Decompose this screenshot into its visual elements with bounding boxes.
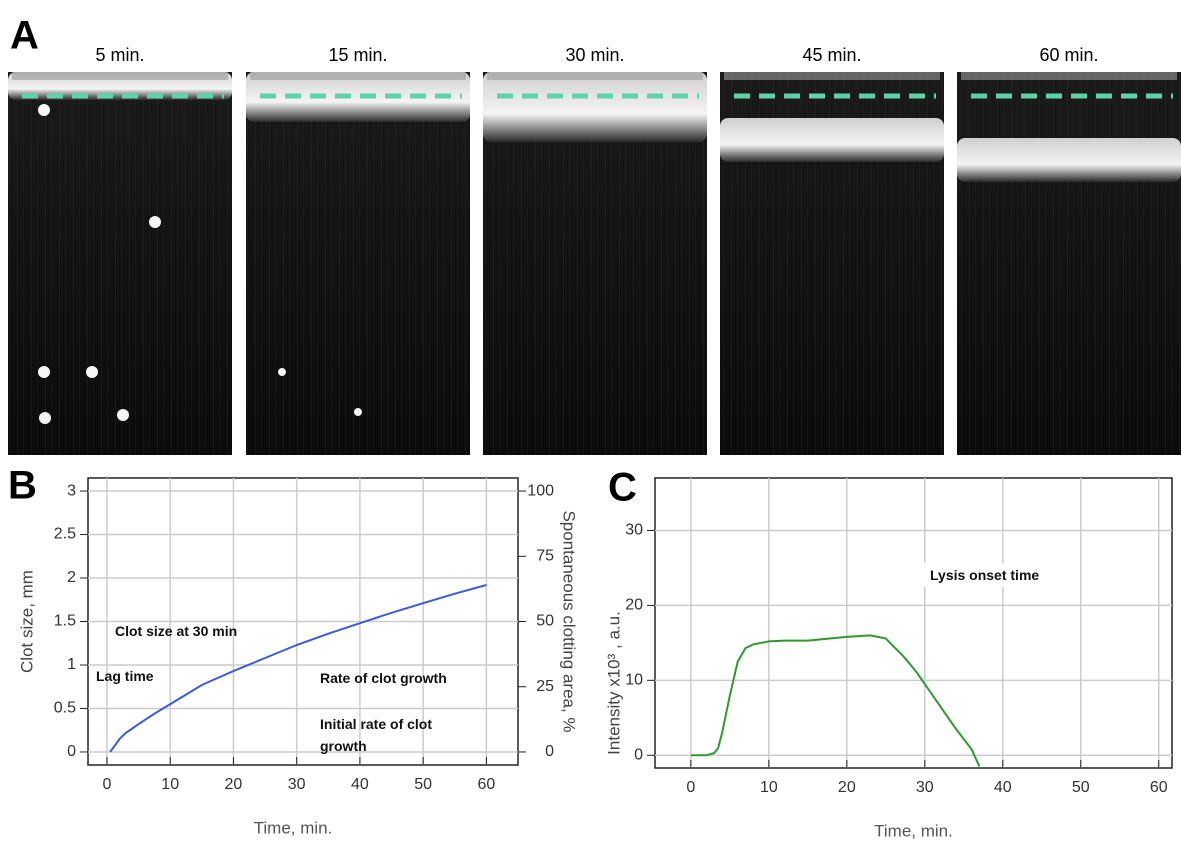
y-axis-title: Clot size, mm [17,570,36,673]
panel-label: B [8,464,37,508]
y2-tick-label: 0 [545,743,554,760]
frames: 5 min. 15 min. 30 min. 45 min. 60 min. [8,45,1181,455]
x-tick-label: 40 [994,779,1012,796]
frame-label: 60 min. [1039,45,1098,65]
y2-axis-title: Spontaneous clotting area, % [560,510,579,732]
y-tick-label: 0 [67,743,76,760]
bead [38,366,50,378]
x-tick-label: 30 [916,779,934,796]
y-axis-title: Intensity x10³ , a.u. [604,611,623,755]
frame-streaks [246,72,470,455]
bead [86,366,98,378]
y-tick-label: 1.5 [54,613,76,630]
frame-label: 15 min. [328,45,387,65]
y-tick-label: 0.5 [54,700,76,717]
data-line [690,634,981,767]
x-tick-label: 30 [288,776,306,793]
bead [38,104,50,116]
bead [354,408,362,416]
x-tick-label: 10 [161,776,179,793]
plot-area [654,477,1173,769]
annotation: Lysis onset time [924,563,1046,587]
bead [117,409,129,421]
x-tick-label: 10 [760,779,778,796]
clot-band [720,118,944,162]
x-tick-label: 60 [477,776,495,793]
x-axis-title: Time, min. [874,821,953,840]
frame-label: 30 min. [565,45,624,65]
chamber-rim [487,72,703,80]
clot-band [483,72,707,142]
chamber-rim [250,72,466,80]
x-tick-label: 50 [414,776,432,793]
frame-label: 5 min. [95,45,144,65]
panel-label: A [10,14,39,58]
x-tick-label: 60 [1150,779,1168,796]
y-tick-label: 10 [625,672,643,689]
frame-label: 45 min. [802,45,861,65]
frame-streaks [8,72,232,455]
x-tick-label: 20 [838,779,856,796]
bead [278,368,286,376]
bead [149,216,161,228]
chamber-rim [961,72,1177,80]
annotation: Initial rate of clot growth [320,716,433,754]
y-tick-label: 0 [634,746,643,763]
y-tick-label: 1 [67,656,76,673]
y2-tick-label: 25 [536,678,554,695]
y-tick-label: 2.5 [54,526,76,543]
x-tick-label: 0 [103,776,112,793]
y-tick-label: 2 [67,569,76,586]
x-axis-title: Time, min. [254,818,333,837]
clot-band [246,72,470,122]
x-tick-label: 50 [1072,779,1090,796]
y2-tick-label: 100 [527,482,554,499]
frame-streaks [957,72,1181,455]
annotation: Rate of clot growth [320,670,447,686]
x-tick-label: 40 [351,776,369,793]
y-tick-label: 30 [625,522,643,539]
panel-label: C [608,466,637,510]
x-tick-label: 0 [686,779,695,796]
chamber-rim [724,72,940,80]
y2-tick-label: 50 [536,613,554,630]
x-tick-label: 20 [225,776,243,793]
y-tick-label: 3 [67,482,76,499]
chamber-rim [12,72,228,80]
data-line [109,584,487,753]
annotation: Lag time [96,668,154,684]
clot-band [957,138,1181,182]
y-tick-label: 20 [625,597,643,614]
y2-tick-label: 75 [536,547,554,564]
bead [39,412,51,424]
annotation: Clot size at 30 min [115,623,238,639]
